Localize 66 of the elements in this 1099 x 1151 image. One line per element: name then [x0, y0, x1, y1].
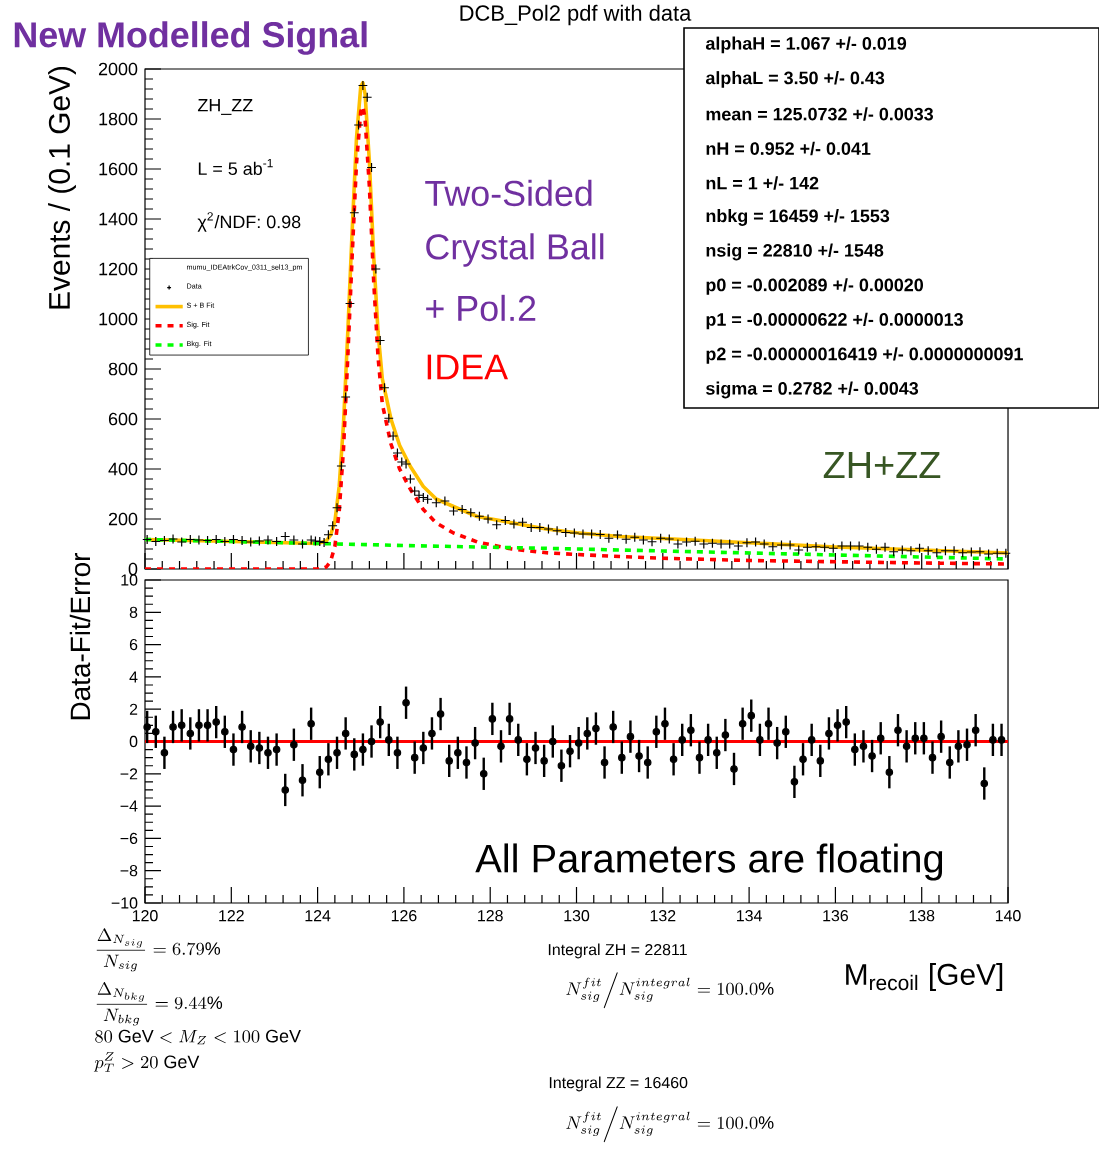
annotation: + Pol.2	[426, 294, 536, 322]
x-tick-label: 130	[564, 910, 590, 922]
y-tick-label: 600	[108, 412, 138, 426]
annotation: χ$^{2}$/NDF: 0.98	[197, 212, 301, 232]
annotation: nbkg = 16459 +/- 1553	[706, 209, 890, 226]
y-tick-label: 1600	[99, 162, 138, 176]
x-tick-label: 126	[391, 910, 417, 922]
y-tick-label: 200	[108, 512, 138, 526]
annotation: Crystal Ball	[426, 233, 604, 267]
text: $p_T^Z > 20\ \mathrm{GeV}$	[93, 1052, 200, 1072]
text: $N_{sig}^{fit}\Big/N_{sig}^{integral} = 100.0\%$	[566, 1106, 774, 1143]
y-tick-label: 800	[108, 362, 138, 376]
annotation: IDEA	[427, 354, 509, 380]
y-tick-label: −10	[111, 897, 138, 909]
annotation: ZH_ZZ	[197, 99, 253, 115]
text: $N_{sig}^{fit}\Big/N_{sig}^{integral} = 100.0\%$	[566, 972, 774, 1009]
y-tick-label: −6	[120, 832, 138, 845]
annotation: L = 5 ab$^{-1}$	[198, 158, 273, 176]
annotation: nsig = 22810 +/- 1548	[706, 243, 884, 261]
annotation: Two-Sided	[425, 179, 592, 207]
annotation: alphaL = 3.50 +/- 0.43	[705, 71, 885, 88]
x-tick-label: 132	[650, 910, 676, 922]
text: $\frac{\Delta_{N_{bkg}}}{N_{bkg}} = 9.44\%$	[96, 981, 223, 1026]
text: $80\ \mathrm{GeV} < M_Z < 100\ \mathrm{GeV}$	[95, 1029, 301, 1045]
annotation: All Parameters are floating	[475, 843, 943, 881]
y-tick-label: 1200	[99, 262, 138, 276]
annotation: p1 = -0.00000622 +/- 0.0000013	[706, 312, 963, 330]
x-tick-label: 128	[478, 910, 503, 922]
y-axis-title: Events / (0.1 GeV)	[48, 66, 76, 309]
y-tick-label: 6	[129, 638, 138, 651]
y-axis-title: Data-Fit/Error	[69, 552, 91, 720]
y-tick-label: 1400	[99, 212, 138, 226]
y-tick-label: 4	[129, 671, 138, 683]
y-tick-label: 0	[128, 562, 138, 576]
x-tick-label: 140	[995, 910, 1021, 922]
annotation: ZH+ZZ	[823, 451, 941, 479]
x-tick-label: 138	[909, 910, 935, 922]
y-tick-label: 8	[129, 606, 138, 618]
y-tick-label: 1800	[99, 112, 138, 126]
annotation: nH = 0.952 +/- 0.041	[706, 141, 871, 156]
y-tick-label: 10	[121, 574, 138, 586]
x-tick-label: 122	[219, 910, 244, 922]
x-tick-label: 134	[737, 910, 762, 922]
chart-title: DCB_Pol2 pdf with data	[460, 4, 692, 26]
x-tick-label: 124	[305, 910, 331, 922]
y-tick-label: 1000	[99, 312, 138, 326]
y-tick-label: 0	[129, 735, 138, 748]
text: Integral ZH = 22811	[548, 943, 687, 959]
annotation: nL = 1 +/- 142	[706, 176, 819, 190]
x-axis-title: M$_{recoil}$ [GeV]	[846, 963, 1003, 991]
text: New Modelled Signal	[14, 21, 367, 55]
annotation: p0 = -0.002089 +/- 0.00020	[706, 278, 923, 295]
y-tick-label: −2	[120, 768, 138, 780]
y-tick-label: 400	[108, 462, 138, 476]
y-tick-label: 2000	[98, 62, 138, 76]
x-tick-label: 136	[823, 910, 848, 922]
y-tick-label: 2	[129, 703, 138, 715]
x-tick-label: 120	[132, 910, 158, 922]
annotation: p2 = -0.00000016419 +/- 0.0000000091	[706, 347, 1023, 364]
text: $\frac{\Delta_{N_{sig}}}{N_{sig}} = 6.79\%$	[96, 928, 221, 972]
annotation: sigma = 0.2782 +/- 0.0043	[706, 381, 919, 399]
y-tick-label: −8	[120, 865, 138, 877]
y-tick-label: −4	[120, 800, 138, 812]
annotation: mean = 125.0732 +/- 0.0033	[706, 107, 934, 121]
text: Integral ZZ = 16460	[549, 1076, 688, 1092]
text: alphaH = 1.067 +/- 0.019	[705, 36, 907, 54]
